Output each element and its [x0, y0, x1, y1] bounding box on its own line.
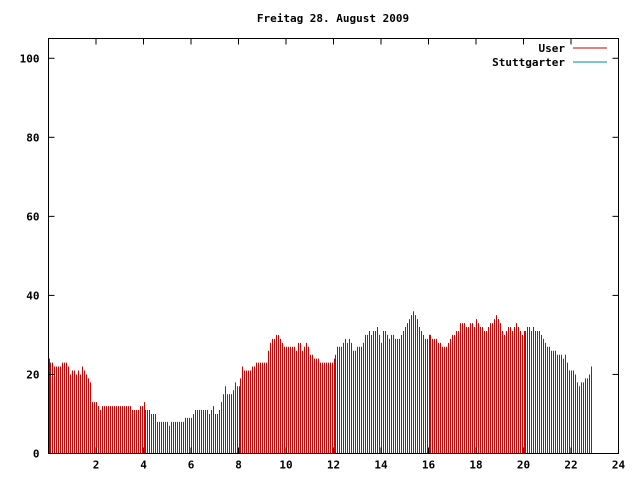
chart-title: Freitag 28. August 2009: [257, 12, 409, 25]
y-tick-label: 20: [26, 368, 39, 381]
x-tick-label: 10: [279, 459, 292, 472]
x-tick-label: 18: [469, 459, 482, 472]
x-tick-label: 20: [517, 459, 530, 472]
x-tick-label: 22: [564, 459, 577, 472]
bars-layer: [49, 311, 592, 454]
x-tick-label: 8: [235, 459, 242, 472]
y-tick-label: 40: [26, 289, 39, 302]
y-tick-label: 0: [33, 448, 40, 461]
legend-label: User: [539, 42, 566, 55]
y-tick-label: 60: [26, 210, 39, 223]
x-tick-label: 6: [188, 459, 195, 472]
x-tick-label: 24: [612, 459, 626, 472]
x-tick-label: 4: [140, 459, 147, 472]
x-tick-label: 2: [93, 459, 100, 472]
x-tick-label: 12: [327, 459, 340, 472]
y-tick-label: 80: [26, 131, 39, 144]
x-tick-label: 16: [422, 459, 436, 472]
x-tick-label: 14: [374, 459, 388, 472]
legend-label: Stuttgarter: [492, 56, 565, 69]
y-tick-label: 100: [20, 52, 40, 65]
